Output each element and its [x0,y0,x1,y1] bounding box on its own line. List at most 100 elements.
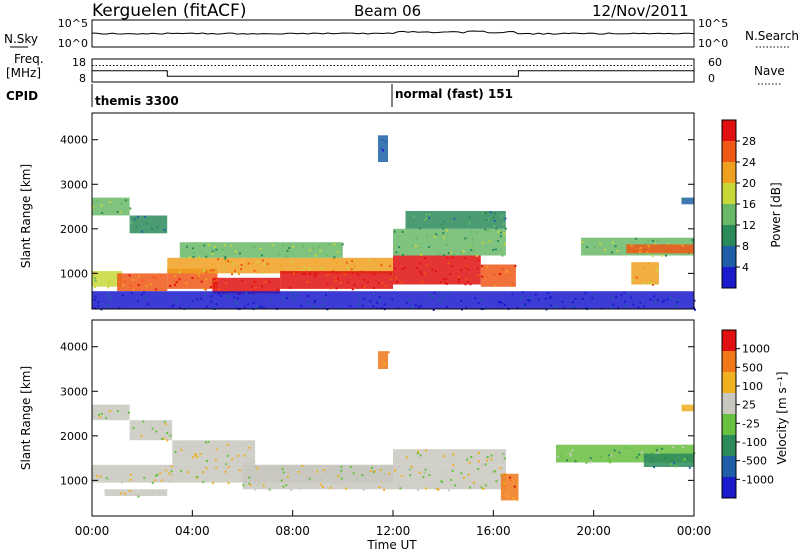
echo-speckle [381,139,384,141]
echo-speckle [151,427,154,430]
echo-speckle [494,284,497,287]
echo-speckle [516,306,519,309]
echo-speckle [369,470,372,473]
echo-speckle [467,252,469,255]
echo-speckle [581,298,584,300]
echo-speckle [448,458,451,461]
echo-speckle [219,295,222,298]
echo-speckle [155,474,158,477]
echo-speckle [503,243,506,246]
echo-speckle [492,249,495,251]
echo-speckle [635,252,638,255]
echo-speckle [230,244,233,247]
echo-speckle [643,305,646,308]
echo-speckle [107,412,110,415]
echo-speckle [253,269,256,272]
echo-speckle [626,447,629,450]
echo-speckle [616,249,619,252]
echo-speckle [682,445,685,448]
echo-speckle [372,471,375,474]
echo-speckle [651,239,654,242]
echo-speckle [593,293,596,296]
echo-speckle [334,276,337,279]
echo-speckle [589,457,592,459]
echo-speckle [366,281,369,284]
colorbar-tick-label: 500 [742,361,763,374]
colorbar-tick-label: 20 [742,177,756,190]
echo-speckle [120,202,123,205]
echo-speckle [253,480,256,483]
echo-speckle [363,278,366,281]
echo-speckle [210,300,213,303]
echo-speckle [247,303,250,306]
echo-speckle [98,416,101,419]
echo-speckle [691,238,694,241]
echo-speckle [340,465,343,468]
echo-speckle [402,254,404,256]
echo-speckle [157,490,160,493]
echo-speckle [423,219,426,222]
echo-speckle [162,437,165,440]
echo-speckle [593,246,596,249]
echo-speckle [651,254,654,257]
echo-speckle [377,282,380,285]
echo-speckle [613,449,616,452]
echo-speckle [236,455,239,458]
echo-speckle [106,293,109,296]
echo-speckle [314,272,317,275]
echo-speckle [206,460,208,462]
echo-speckle [489,211,492,214]
echo-speckle [92,206,94,209]
echo-speckle [171,305,173,308]
echo-speckle [419,305,422,308]
echo-speckle [341,243,344,246]
echo-speckle [614,245,617,248]
echo-speckle [406,301,409,304]
colorbar-segment [722,141,736,162]
echo-speckle [224,255,227,258]
echo-speckle [415,236,418,239]
echo-speckle [261,254,263,257]
echo-speckle [378,296,381,298]
echo-speckle [549,296,552,298]
echo-speckle [243,454,246,457]
echo-speckle [684,247,687,250]
range-time-region [212,277,281,294]
echo-speckle [251,285,253,288]
echo-speckle [339,282,342,284]
power-heatmap [92,135,696,311]
echo-speckle [417,488,420,491]
colorbar-segment [722,162,736,183]
echo-speckle [94,298,97,301]
range-time-region [378,351,388,369]
echo-speckle [436,488,439,490]
echo-speckle [572,305,575,308]
echo-speckle [240,268,242,271]
colorbar-tick-label: 24 [742,156,756,169]
echo-speckle [428,213,431,216]
echo-speckle [652,457,655,460]
echo-speckle [492,216,495,219]
echo-speckle [244,442,247,445]
echo-speckle [639,301,642,304]
echo-speckle [193,267,196,270]
echo-speckle [624,446,627,449]
echo-speckle [325,283,328,286]
echo-speckle [449,273,452,276]
echo-speckle [170,473,173,475]
echo-speckle [128,274,131,277]
echo-speckle [312,247,315,250]
echo-speckle [251,262,254,265]
echo-speckle [417,306,420,309]
echo-speckle [620,294,623,297]
echo-speckle [670,463,673,466]
echo-speckle [612,303,615,306]
echo-speckle [400,474,403,477]
echo-speckle [586,246,589,249]
echo-speckle [492,472,495,475]
echo-speckle [297,473,300,476]
echo-speckle [242,484,245,487]
echo-speckle [281,244,284,247]
echo-speckle [516,499,519,501]
echo-speckle [396,455,399,458]
